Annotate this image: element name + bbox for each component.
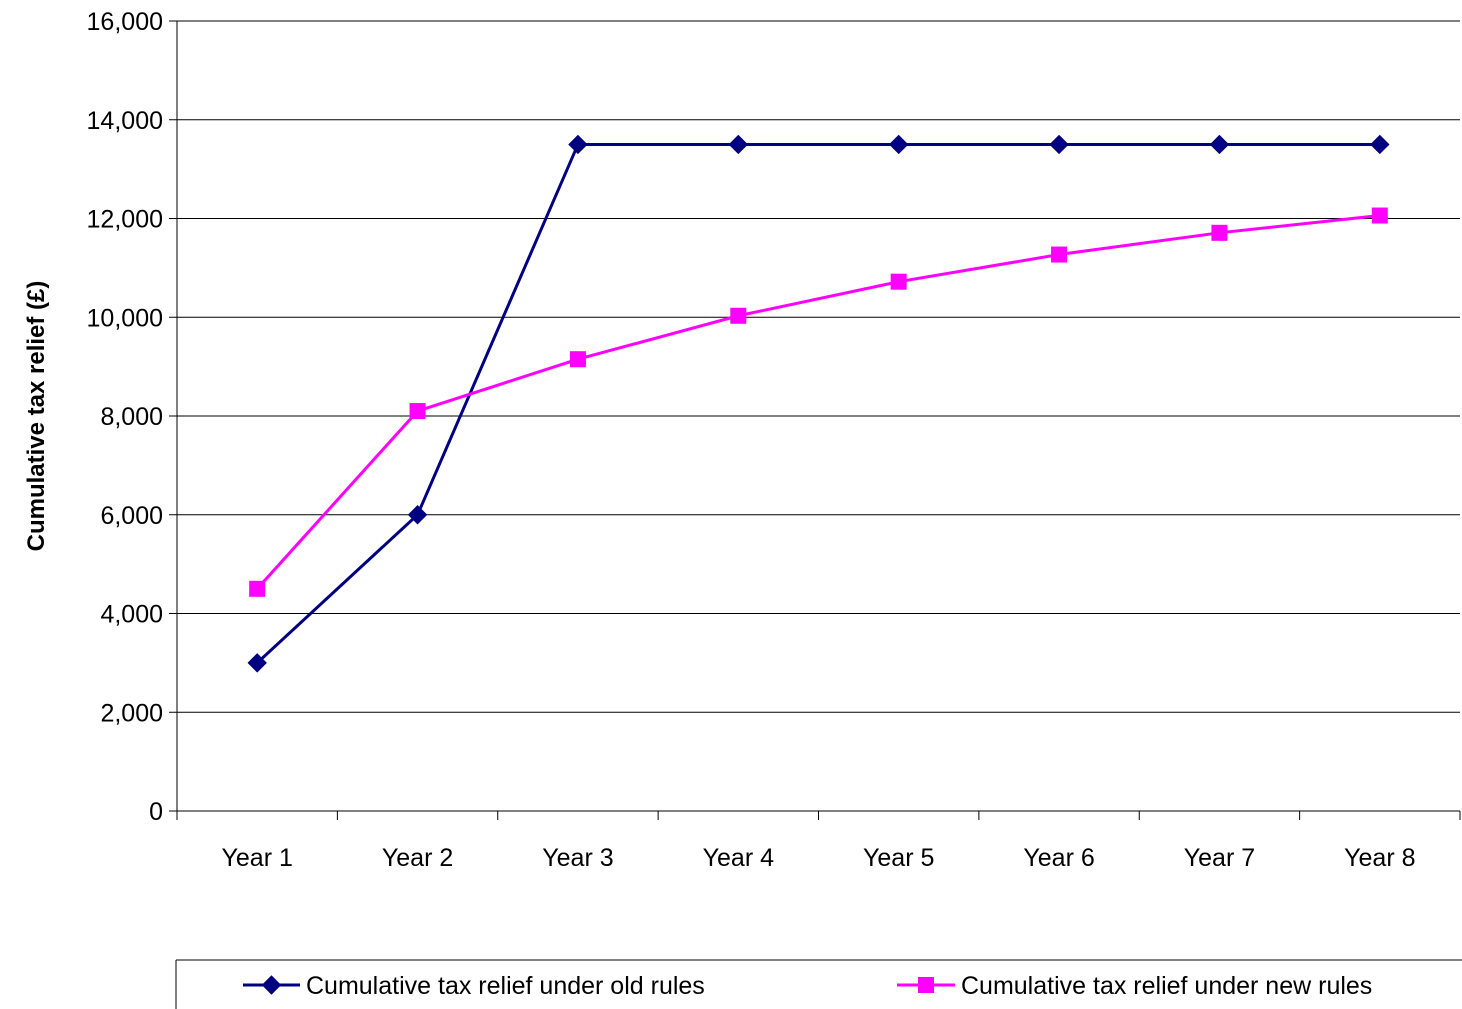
x-tick-label: Year 7 [1184,844,1255,872]
data-point [1209,134,1230,155]
y-tick-label: 6,000 [100,502,163,530]
legend-label: Cumulative tax relief under new rules [961,972,1372,1000]
x-tick-label: Year 1 [222,844,293,872]
x-tick-label: Year 8 [1344,844,1415,872]
data-point [730,307,747,324]
data-point [890,273,907,290]
series-1 [247,134,1390,673]
y-tick-label: 10,000 [87,304,163,332]
x-tick-label: Year 4 [703,844,774,872]
legend-item: Cumulative tax relief under new rules [897,972,1372,1000]
y-tick-label: 0 [149,798,163,826]
data-point [249,580,266,597]
y-tick-label: 14,000 [87,107,163,135]
data-point [1370,134,1390,155]
data-point [1211,224,1228,241]
series-layer [247,134,1390,673]
data-point [568,134,588,155]
data-point [407,505,428,525]
y-axis-title: Cumulative tax relief (£) [23,281,50,552]
legend-marker [918,977,934,993]
x-axis-ticks: Year 1 Year 2 Year 3 Year 4 Year 5 Year 6 Year… [176,811,1461,872]
x-tick-label: Year 5 [863,844,934,872]
legend: Cumulative tax relief under old rules Cum… [175,959,1462,1009]
x-tick-label: Year 2 [382,844,453,872]
data-point [409,403,426,420]
y-tick-label: 2,000 [100,699,163,727]
y-tick-label: 8,000 [100,403,163,431]
y-tick-label: 12,000 [87,206,163,234]
y-tick-label: 4,000 [100,601,163,629]
legend-marker [261,975,282,995]
legend-label: Cumulative tax relief under old rules [306,972,705,1000]
y-tick-label: 16,000 [87,8,163,36]
y-axis-ticks: 0 2,000 4,000 6,000 8,000 10,000 12,000 14,000 1… [87,8,177,826]
series-2 [249,207,1388,597]
data-point [1051,246,1068,263]
gridlines [177,20,1460,713]
legend-item: Cumulative tax relief under old rules [243,972,705,1000]
series-line [256,214,1380,590]
data-point [569,351,586,368]
data-point [1371,207,1388,224]
x-tick-label: Year 3 [542,844,613,872]
series-line [256,142,1380,664]
data-point [247,653,267,673]
data-point [1049,134,1069,155]
x-tick-label: Year 6 [1023,844,1094,872]
data-point [888,134,909,155]
data-point [728,134,749,155]
